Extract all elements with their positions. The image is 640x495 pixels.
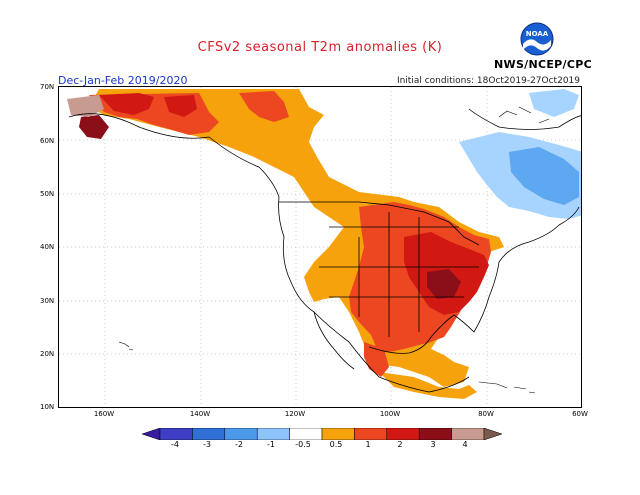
colorbar-tick: -1 [267,440,275,449]
colorbar-tick: -3 [203,440,211,449]
colorbar [142,428,502,440]
lon-label-120w: 120W [284,410,306,418]
map-canvas [59,87,581,407]
lat-label-20n: 20N [40,350,55,358]
colorbar-swatch [386,428,420,440]
anomaly-region-over-4 [67,95,104,117]
lat-label-30n: 30N [40,297,55,305]
colorbar-tick: 4 [462,440,468,449]
lon-label-60w: 60W [572,410,588,418]
lon-label-100w: 100W [379,410,401,418]
coastlines [68,108,581,393]
colorbar-tick: 0.5 [329,440,343,449]
colorbar-tick: -2 [235,440,243,449]
colorbar-tick: -0.5 [295,440,311,449]
colorbar-tick: 2 [397,440,403,449]
lat-label-50n: 50N [40,190,55,198]
colorbar-swatch [289,428,323,440]
lat-label-70n: 70N [40,83,55,91]
anomaly-region-3-to-4 [79,115,461,299]
colorbar-swatch [418,428,452,440]
colorbar-swatch [483,428,502,440]
islands [118,106,550,394]
lon-label-140w: 140W [189,410,211,418]
noaa-logo: NOAA [520,22,554,56]
colorbar-swatch [224,428,258,440]
season-label: Dec-Jan-Feb 2019/2020 [58,74,188,87]
initial-conditions-label: Initial conditions: 18Oct2019-27Oct2019 [396,76,580,86]
colorbar-tick: 3 [430,440,436,449]
colorbar-tick: -4 [171,440,179,449]
colorbar-swatch [256,428,290,440]
lat-label-40n: 40N [40,243,55,251]
agency-label: NWS/NCEP/CPC [494,58,592,71]
noaa-logo-text: NOAA [526,30,549,38]
anomaly-map [58,86,582,408]
colorbar-swatch [142,428,161,440]
colorbar-swatch [321,428,355,440]
colorbar-swatch [192,428,226,440]
colorbar-swatch [159,428,193,440]
colorbar-swatch [451,428,485,440]
lat-label-10n: 10N [40,403,55,411]
map-title: CFSv2 seasonal T2m anomalies (K) [197,40,443,55]
anomaly-region-neg-1 [509,147,579,205]
lon-label-160w: 160W [93,410,115,418]
lon-label-80w: 80W [478,410,494,418]
colorbar-tick: 1 [365,440,371,449]
lat-label-60n: 60N [40,137,55,145]
colorbar-swatch [354,428,388,440]
